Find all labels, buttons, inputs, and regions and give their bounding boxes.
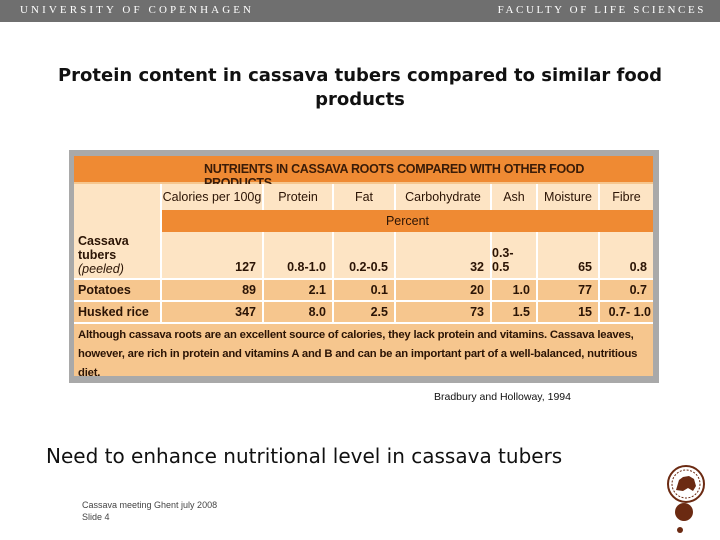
percent-unit-band: Percent (162, 210, 653, 232)
table-cell: 0.1 (370, 283, 388, 297)
table-heading-band: NUTRIENTS IN CASSAVA ROOTS COMPARED WITH… (74, 156, 653, 190)
table-cell: 77 (578, 283, 592, 297)
column-divider (332, 232, 334, 322)
table-header-row: Calories per 100g Protein Fat Carbohydra… (74, 184, 653, 210)
column-header: Calories per 100g (162, 190, 262, 204)
table-row: Potatoes 89 2.1 0.1 20 1.0 77 0.7 (74, 280, 653, 300)
table-cell: 32 (470, 260, 484, 274)
column-header: Fibre (612, 190, 641, 204)
table-cell: 73 (470, 305, 484, 319)
table-cell: 0.7- 1.0 (608, 305, 651, 319)
footer-slide-number: Slide 4 (82, 512, 110, 522)
table-cell: 8.0 (308, 305, 326, 319)
slide-footer: Cassava meeting Ghent july 2008 Slide 4 (82, 499, 217, 523)
table-cell: 0.8-1.0 (287, 260, 326, 274)
column-divider (536, 184, 538, 210)
table-cell: 0.8 (629, 260, 647, 274)
column-divider (536, 232, 538, 322)
table-cell: 0.3-0.5 (492, 246, 514, 274)
table-cell: 0.7 (629, 283, 647, 297)
row-divider (74, 300, 653, 302)
table-cell: 2.5 (370, 305, 388, 319)
column-divider (262, 232, 264, 322)
column-divider (160, 184, 162, 322)
column-divider (598, 184, 600, 210)
table-row: Husked rice 347 8.0 2.5 73 1.5 15 0.7- 1… (74, 302, 653, 322)
column-divider (262, 184, 264, 210)
column-divider (598, 232, 600, 322)
nutrient-table: NUTRIENTS IN CASSAVA ROOTS COMPARED WITH… (74, 156, 653, 376)
university-seal-icon (667, 465, 705, 533)
faculty-name: FACULTY OF LIFE SCIENCES (497, 4, 706, 16)
column-divider (332, 184, 334, 210)
column-divider (394, 232, 396, 322)
percent-row-blank (74, 210, 162, 232)
row-label: Husked rice (78, 305, 149, 319)
row-divider (74, 322, 653, 324)
table-cell: 65 (578, 260, 592, 274)
slide-title: Protein content in cassava tubers compar… (57, 65, 663, 110)
table-cell: 20 (470, 283, 484, 297)
table-cell: 127 (235, 260, 256, 274)
row-sublabel: (peeled) (78, 262, 124, 276)
row-divider (74, 278, 653, 280)
source-citation: Bradbury and Holloway, 1994 (434, 391, 571, 403)
table-note: Although cassava roots are an excellent … (78, 329, 638, 376)
row-label: Potatoes (78, 283, 131, 297)
table-row: Cassava tubers (peeled) 127 0.8-1.0 0.2-… (74, 232, 653, 278)
column-header: Carbohydrate (405, 190, 481, 204)
header-blank (74, 184, 160, 210)
row-label: Cassava tubers (78, 234, 129, 262)
table-cell: 347 (235, 305, 256, 319)
header-bar: UNIVERSITY OF COPENHAGEN FACULTY OF LIFE… (0, 0, 720, 22)
column-header: Protein (278, 190, 318, 204)
unit-label: Percent (385, 214, 430, 228)
column-divider (490, 232, 492, 322)
table-cell: 89 (242, 283, 256, 297)
main-statement: Need to enhance nutritional level in cas… (46, 444, 563, 468)
table-cell: 1.0 (512, 283, 530, 297)
column-divider (394, 184, 396, 210)
table-cell: 15 (578, 305, 592, 319)
university-name: UNIVERSITY OF COPENHAGEN (20, 4, 255, 16)
column-header: Fat (354, 190, 374, 204)
column-header: Ash (503, 190, 525, 204)
column-divider (490, 184, 492, 210)
table-cell: 0.2-0.5 (349, 260, 388, 274)
table-cell: 1.5 (512, 305, 530, 319)
nutrient-table-image: NUTRIENTS IN CASSAVA ROOTS COMPARED WITH… (69, 150, 659, 383)
footer-meeting: Cassava meeting Ghent july 2008 (82, 500, 218, 510)
column-header: Moisture (544, 190, 592, 204)
table-cell: 2.1 (308, 283, 326, 297)
